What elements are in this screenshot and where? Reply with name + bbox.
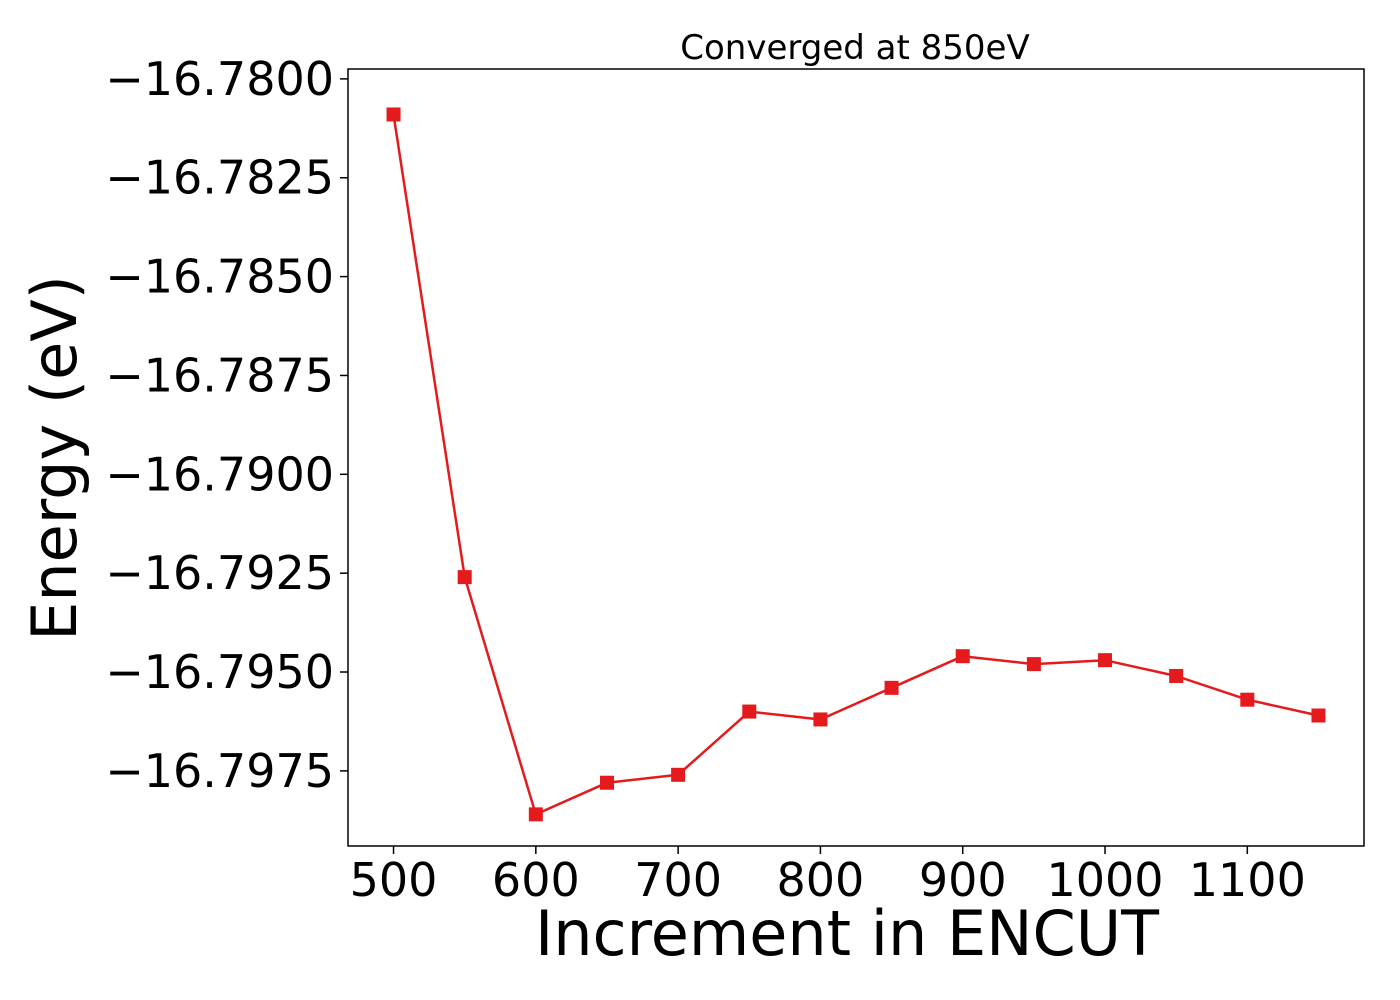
y-tick-label: −16.7850 <box>105 250 334 304</box>
data-point-marker <box>1311 708 1326 723</box>
data-point-marker <box>1098 653 1113 668</box>
x-tick-label: 900 <box>919 853 1007 907</box>
data-point-marker <box>742 704 757 719</box>
x-tick-label: 1000 <box>1046 853 1163 907</box>
data-point-marker <box>955 649 970 664</box>
y-tick-label: −16.7875 <box>105 348 334 402</box>
y-tick-label: −16.7925 <box>105 546 334 600</box>
series-layer <box>386 107 1326 822</box>
y-axis: −16.7800 −16.7825 −16.7850 −16.7875 −16.7900… <box>105 52 348 798</box>
x-tick-label: 800 <box>777 853 865 907</box>
x-axis-label: Increment in ENCUT <box>535 897 1160 970</box>
data-point-marker <box>599 775 614 790</box>
data-point-marker <box>813 712 828 727</box>
data-point-marker <box>671 767 686 782</box>
data-point-marker <box>528 807 543 822</box>
data-point-marker <box>386 107 401 122</box>
plot-area <box>347 68 1365 847</box>
y-tick-label: −16.7950 <box>105 645 334 699</box>
y-tick-label: −16.7825 <box>105 151 334 205</box>
y-tick-label: −16.7800 <box>105 52 334 106</box>
data-point-marker <box>1169 668 1184 683</box>
data-point-marker <box>1240 692 1255 707</box>
data-point-marker <box>457 570 472 585</box>
y-tick-label: −16.7975 <box>105 744 334 798</box>
y-axis-label: Energy (eV) <box>18 275 91 641</box>
x-tick-label: 600 <box>492 853 580 907</box>
data-point-marker <box>884 680 899 695</box>
x-tick-label: 700 <box>634 853 722 907</box>
data-point-marker <box>1026 657 1041 672</box>
x-axis: 500 600 700 800 900 1000 1100 <box>350 846 1306 907</box>
x-tick-label: 500 <box>350 853 438 907</box>
series-line <box>392 114 1319 816</box>
x-tick-label: 1100 <box>1189 853 1306 907</box>
y-tick-label: −16.7900 <box>105 447 334 501</box>
plot-frame <box>347 68 1365 847</box>
chart-title: Converged at 850eV <box>680 28 1029 68</box>
